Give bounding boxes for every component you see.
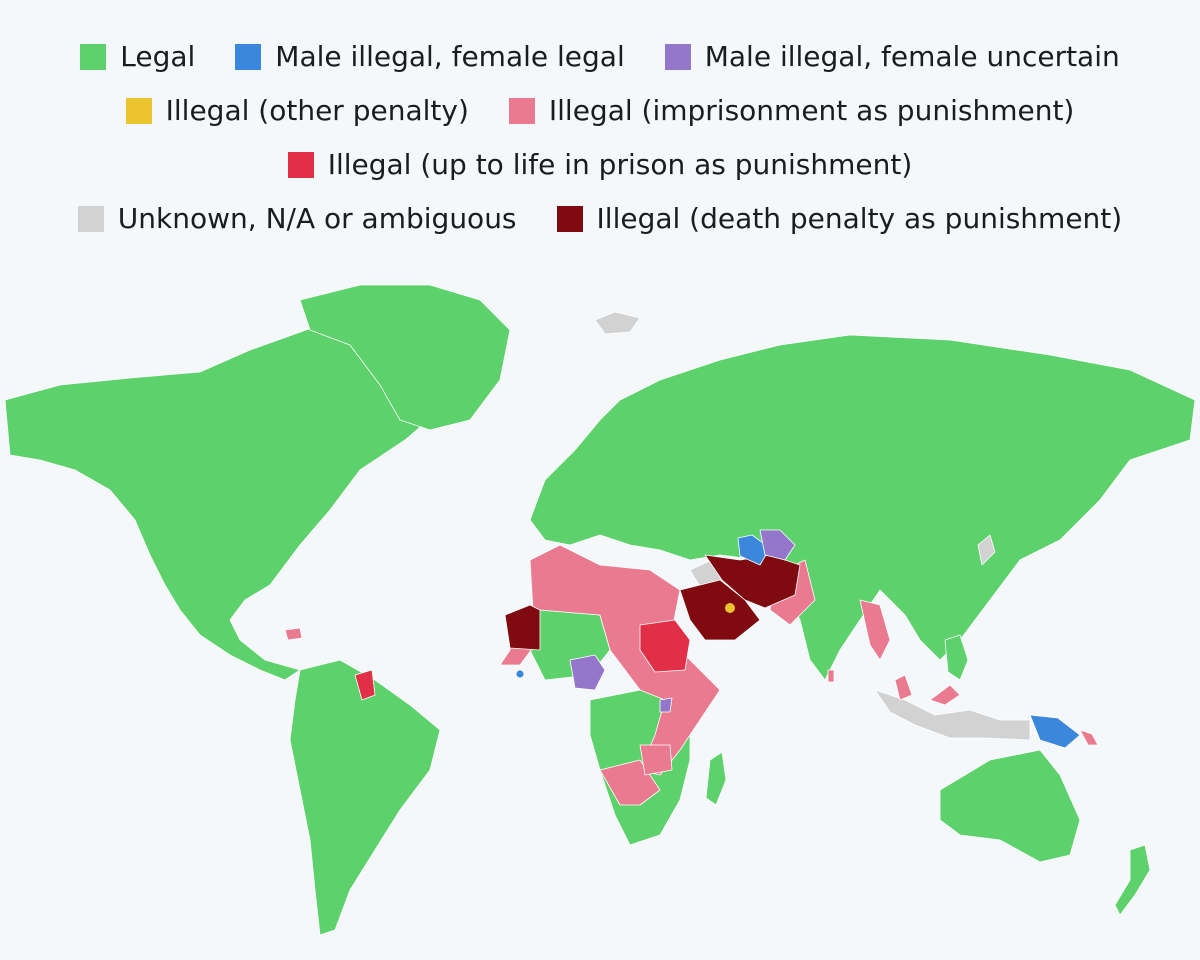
legend-item-legal: Legal — [80, 43, 195, 71]
region-sudan — [639, 619, 691, 673]
region-greenland — [299, 284, 511, 431]
region-south-america — [289, 659, 441, 936]
legend-label-legal: Legal — [120, 40, 196, 73]
region-tanzania-pink — [639, 744, 673, 776]
legend-label-male-illegal-female-uncertain: Male illegal, female uncertain — [704, 40, 1120, 73]
male-illegal-female-uncertain-regions — [569, 529, 796, 713]
legend-label-unknown: Unknown, N/A or ambiguous — [117, 202, 517, 235]
legend-swatch-other-penalty — [125, 98, 152, 124]
region-pacific-pink — [1079, 729, 1099, 746]
legend-item-death-penalty: Illegal (death penalty as punishment) — [556, 202, 1123, 235]
legend-row-4: Unknown, N/A or ambiguous Illegal (death… — [0, 192, 1200, 246]
region-papua-new-guinea — [1029, 714, 1081, 749]
legend-item-unknown: Unknown, N/A or ambiguous — [77, 202, 517, 235]
legend-swatch-legal — [80, 44, 107, 70]
legend-swatch-life-in-prison — [287, 152, 314, 178]
region-myanmar — [859, 599, 891, 661]
legend: Legal Male illegal, female legal Male il… — [0, 30, 1200, 246]
region-borneo-pink — [929, 684, 961, 706]
legend-item-male-illegal-female-uncertain: Male illegal, female uncertain — [664, 40, 1120, 73]
legend-swatch-male-illegal-female-uncertain — [664, 44, 691, 70]
region-kenya-purple — [659, 697, 673, 713]
region-new-zealand — [1114, 844, 1151, 916]
legend-label-imprisonment: Illegal (imprisonment as punishment) — [548, 94, 1075, 127]
legend-label-male-illegal-female-legal: Male illegal, female legal — [275, 40, 625, 73]
legend-label-life-in-prison: Illegal (up to life in prison as punishm… — [327, 148, 913, 181]
legend-item-male-illegal-female-legal: Male illegal, female legal — [235, 40, 625, 73]
region-sri-lanka — [827, 669, 835, 683]
world-map — [4, 284, 1196, 936]
region-caribbean-pink — [284, 627, 303, 641]
region-guyana — [354, 669, 376, 701]
legend-row-3: Illegal (up to life in prison as punishm… — [0, 138, 1200, 192]
legend-row-1: Legal Male illegal, female legal Male il… — [0, 30, 1200, 84]
legend-item-life-in-prison: Illegal (up to life in prison as punishm… — [287, 148, 913, 181]
region-sierra-leone-blue — [515, 669, 525, 679]
legal-regions — [4, 284, 1196, 936]
region-mauritania — [504, 604, 541, 651]
region-nigeria — [569, 654, 606, 691]
region-philippines — [944, 634, 969, 681]
region-australia — [939, 749, 1081, 863]
legend-swatch-male-illegal-female-legal — [235, 44, 262, 70]
death-penalty-regions — [504, 554, 801, 651]
region-svalbard — [594, 311, 641, 335]
legend-item-other-penalty: Illegal (other penalty) — [125, 94, 469, 127]
region-qatar-yellow — [725, 603, 735, 613]
region-malaysia — [894, 674, 913, 701]
legend-swatch-imprisonment — [508, 98, 535, 124]
legend-swatch-death-penalty — [556, 206, 583, 232]
legend-swatch-unknown — [77, 206, 104, 232]
legend-label-other-penalty: Illegal (other penalty) — [165, 94, 469, 127]
region-korea — [977, 534, 996, 566]
imprisonment-regions — [284, 544, 1099, 806]
region-central-asia-purple — [759, 529, 796, 561]
male-illegal-female-legal-regions — [515, 534, 1081, 749]
legend-label-death-penalty: Illegal (death penalty as punishment) — [596, 202, 1123, 235]
other-penalty-regions — [725, 603, 735, 613]
region-caucasus-blue — [737, 534, 771, 566]
legend-item-imprisonment: Illegal (imprisonment as punishment) — [508, 94, 1075, 127]
region-madagascar — [705, 751, 727, 806]
region-indonesia-gray — [874, 689, 1031, 741]
legend-row-2: Illegal (other penalty) Illegal (impriso… — [0, 84, 1200, 138]
region-saudi-arabia — [679, 579, 761, 641]
life-in-prison-regions — [354, 619, 691, 701]
